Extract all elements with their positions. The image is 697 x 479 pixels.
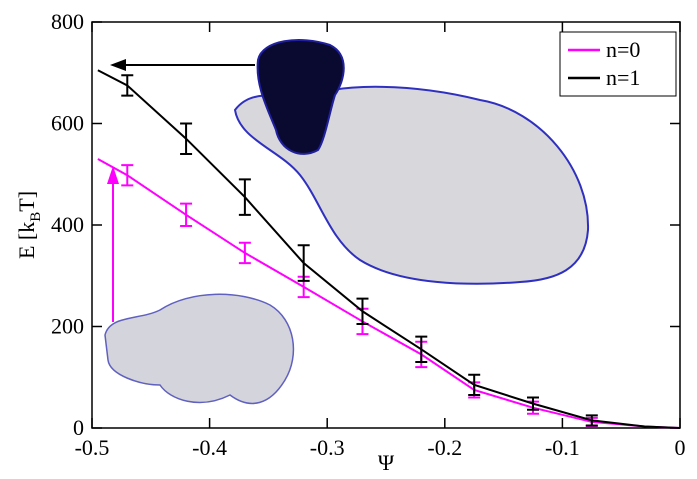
error-bar [468,373,481,397]
error-bar [415,335,428,364]
y-label-sub: B [28,212,44,222]
arrow-magenta [107,166,119,322]
x-tick-label: -0.3 [310,435,345,460]
protein-small [104,293,295,405]
legend-box [559,31,677,97]
x-tick-label: -0.5 [75,435,110,460]
x-axis-label: Ψ [378,450,395,475]
x-tick-label: -0.4 [192,435,227,460]
series-line [97,158,681,429]
error-bar [238,241,251,265]
x-tick-label: -0.1 [545,435,580,460]
y-axis-label: E [kBT] [14,191,44,259]
legend-label: n=0 [606,37,640,62]
error-bar [238,178,251,216]
error-bar [297,244,310,282]
series-line [97,69,681,429]
y-tick-label: 600 [51,111,84,136]
error-bar [527,396,539,411]
error-bar [356,297,369,325]
error-bar [121,74,134,97]
error-bar [180,202,193,228]
y-label-part: E [k [14,222,39,259]
error-bar [121,164,134,187]
error-bar [585,414,598,427]
error-bar [180,122,193,155]
y-tick-label: 200 [51,314,84,339]
y-tick-label: 400 [51,212,84,237]
x-tick-label: 0 [675,435,686,460]
y-tick-label: 800 [51,9,84,34]
protein-large [233,39,590,285]
x-tick-label: -0.2 [427,435,462,460]
y-label-part: T] [14,191,39,212]
y-tick-label: 0 [73,415,84,440]
arrow-black [110,59,255,71]
legend-label: n=1 [606,65,640,90]
